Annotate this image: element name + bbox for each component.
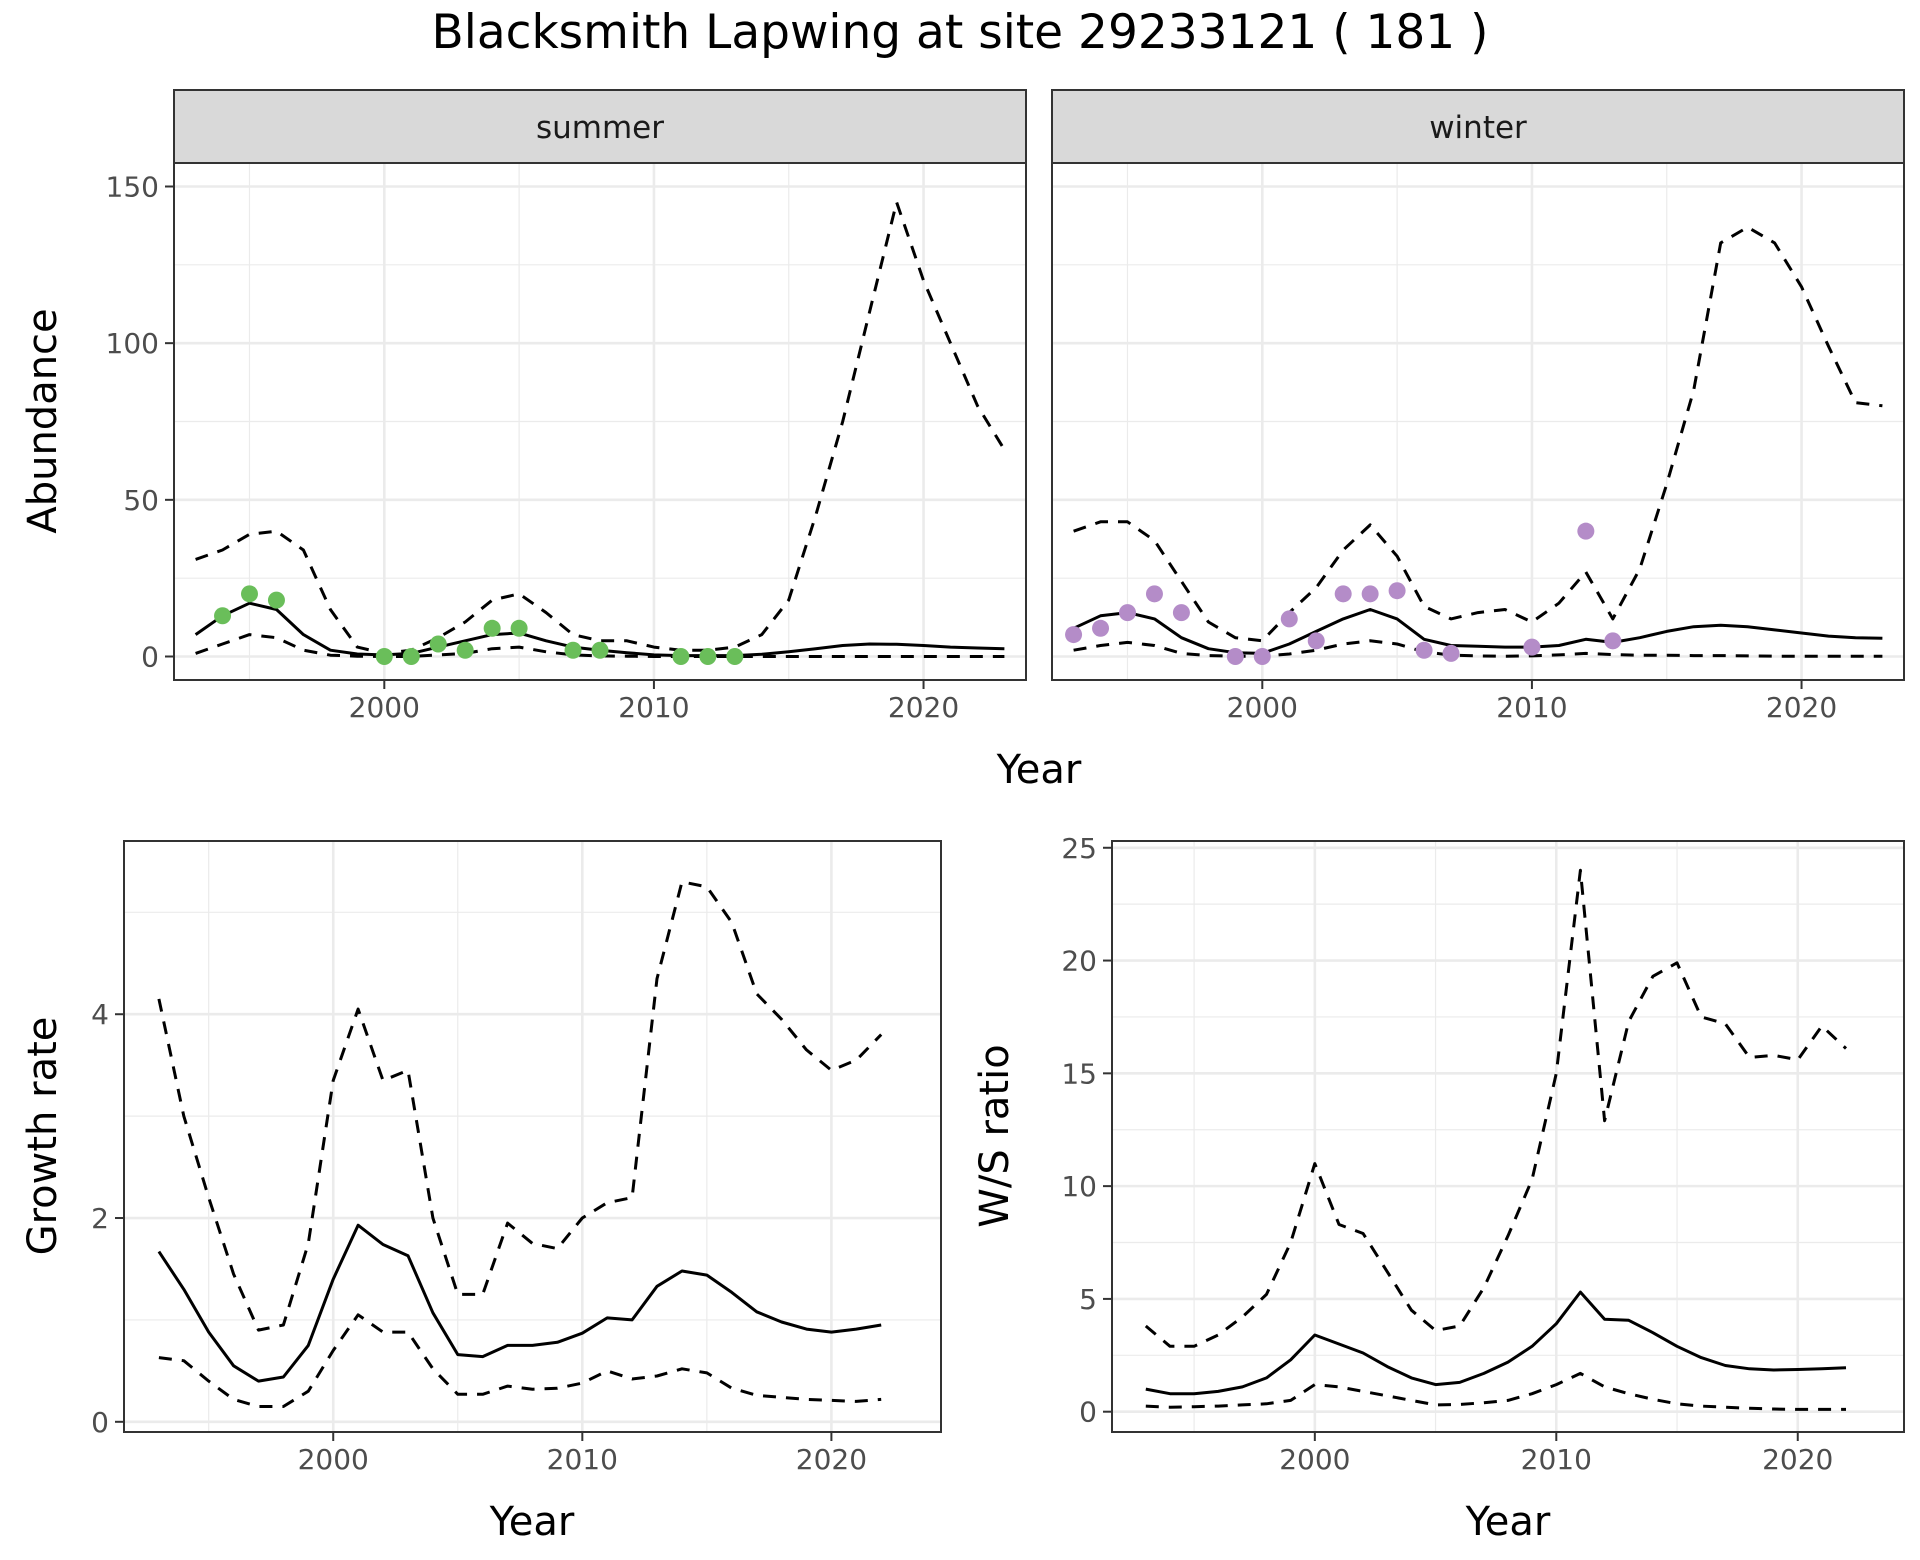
abundance-summer-data-point — [699, 648, 717, 665]
ws-x-axis-title: Year — [1465, 1499, 1551, 1545]
abundance-winter-series-estimate-line — [1072, 608, 1883, 655]
abundance-winter-series-bound-line — [1073, 639, 1883, 658]
abundance-winter-data-point — [1280, 610, 1298, 628]
abundance-summer-strip-label: summer — [536, 110, 664, 146]
growth-x-tick-label: 2010 — [547, 1443, 618, 1476]
ws-y-tick-label: 5 — [1079, 1283, 1097, 1316]
chart-title: Blacksmith Lapwing at site 29233121 ( 18… — [432, 5, 1489, 60]
abundance-summer-data-point — [214, 607, 232, 625]
growth-x-tick-label: 2020 — [796, 1443, 867, 1476]
ws-y-axis-title: W/S ratio — [972, 1044, 1018, 1227]
growth-series-estimate-line — [157, 1223, 882, 1383]
abundance-summer-y-tick-label: 50 — [123, 484, 159, 517]
abundance-winter-data-point — [1253, 648, 1271, 665]
ws-ratio-chart: 2000 2010 2020 0 5 10 15 20 25 Year W/S ratio — [972, 832, 1905, 1545]
ws-y-tick-label: 25 — [1061, 832, 1097, 865]
abundance-summer-data-point — [726, 648, 744, 665]
ws-series-bound-line — [1144, 868, 1848, 1348]
abundance-summer-panel-border — [173, 162, 1027, 681]
growth-series-bound-line — [157, 880, 883, 1332]
abundance-summer-data-point — [402, 648, 420, 665]
ws-y-tick-label: 20 — [1061, 945, 1097, 978]
abundance-winter-data-point — [1307, 632, 1325, 650]
ws-series-estimate-line — [1145, 1290, 1847, 1396]
abundance-winter-data-point — [1577, 522, 1595, 540]
ws-y-tick-label: 10 — [1061, 1170, 1097, 1203]
abundance-summer-x-tick-label: 2020 — [888, 691, 959, 724]
abundance-summer-series-bound-line — [195, 200, 1006, 655]
ws-x-tick-label: 2020 — [1762, 1443, 1833, 1476]
abundance-winter-data-point — [1145, 585, 1163, 603]
abundance-summer-x-tick-label: 2000 — [349, 691, 420, 724]
growth-x-tick-label: 2000 — [298, 1443, 369, 1476]
abundance-y-axis-title: Abundance — [20, 308, 66, 533]
abundance-summer-data-point — [564, 641, 582, 659]
abundance-summer-strip — [173, 89, 1027, 164]
abundance-winter-data-point — [1388, 582, 1406, 600]
abundance-winter-data-point — [1442, 644, 1460, 662]
abundance-summer-series-bound-line — [195, 633, 1005, 658]
abundance-winter-data-point — [1604, 632, 1622, 650]
abundance-summer-data-point — [483, 619, 501, 637]
ws-series-bound-line — [1145, 1371, 1846, 1411]
abundance-winter-strip — [1051, 89, 1905, 164]
abundance-summer-data-point — [456, 641, 474, 659]
ws-panel-border — [1111, 840, 1905, 1433]
abundance-summer-x-tick-label: 2010 — [618, 691, 689, 724]
abundance-winter-x-tick-label: 2000 — [1227, 691, 1298, 724]
abundance-summer-data-point — [240, 585, 258, 603]
growth-rate-chart: 2000 2010 2020 0 2 4 Year Growth rate — [20, 840, 942, 1545]
abundance-summer-data-point — [591, 641, 609, 659]
abundance-winter-x-tick-label: 2010 — [1496, 691, 1567, 724]
abundance-winter-data-point — [1172, 604, 1190, 622]
growth-panel-border — [123, 840, 942, 1433]
abundance-winter-data-point — [1415, 641, 1433, 659]
abundance-winter-data-point — [1118, 604, 1136, 622]
abundance-winter-series-bound-line — [1073, 225, 1883, 643]
abundance-summer-data-point — [375, 648, 393, 665]
abundance-chart: summer 2000 2010 2020 0 50 100 150 winter 2000 201… — [20, 89, 1905, 793]
abundance-winter-data-point — [1334, 585, 1352, 603]
abundance-summer-data-point — [267, 591, 285, 609]
ws-y-tick-label: 15 — [1061, 1057, 1097, 1090]
abundance-winter-data-point — [1523, 638, 1541, 656]
ws-x-tick-label: 2000 — [1279, 1443, 1350, 1476]
growth-x-axis-title: Year — [489, 1499, 575, 1545]
abundance-summer-y-tick-label: 100 — [106, 327, 159, 360]
abundance-summer-data-point — [672, 648, 690, 665]
growth-y-axis-title: Growth rate — [20, 1017, 66, 1256]
abundance-summer-y-tick-label: 150 — [106, 171, 159, 204]
ws-y-tick-label: 0 — [1079, 1396, 1097, 1429]
growth-plot-area — [124, 841, 941, 1432]
growth-y-tick-label: 2 — [91, 1202, 109, 1235]
abundance-winter-panel-border — [1051, 162, 1905, 681]
abundance-summer-data-point — [510, 619, 528, 637]
abundance-summer-y-tick-label: 0 — [141, 641, 159, 674]
abundance-winter-x-tick-label: 2020 — [1766, 691, 1837, 724]
ws-x-tick-label: 2010 — [1521, 1443, 1592, 1476]
growth-y-tick-label: 4 — [91, 998, 109, 1031]
abundance-x-axis-title: Year — [996, 747, 1082, 793]
abundance-winter-data-point — [1065, 626, 1083, 644]
abundance-winter-data-point — [1361, 585, 1379, 603]
ws-plot-area — [1112, 841, 1904, 1432]
abundance-winter-strip-label: winter — [1429, 110, 1527, 146]
abundance-winter-data-point — [1092, 619, 1110, 637]
growth-y-tick-label: 0 — [91, 1406, 109, 1439]
abundance-winter-data-point — [1226, 648, 1244, 665]
abundance-summer-data-point — [429, 635, 447, 653]
